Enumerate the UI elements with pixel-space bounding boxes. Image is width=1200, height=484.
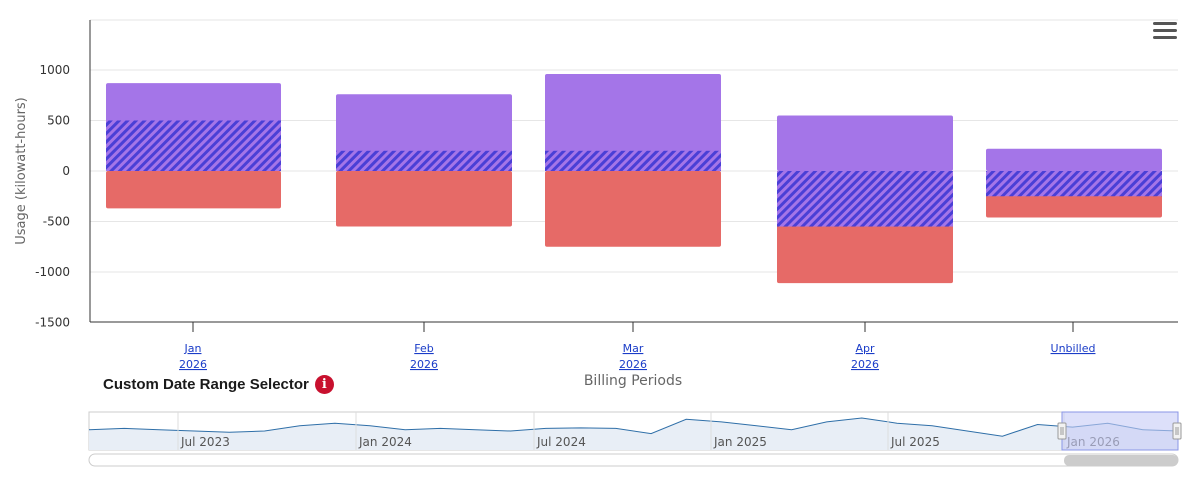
generation-bar[interactable] — [336, 171, 512, 227]
navigator-label: Jan 2025 — [713, 435, 767, 449]
custom-date-range-selector-title: Custom Date Range Selector — [103, 376, 309, 393]
y-tick-label: -500 — [43, 215, 70, 229]
generation-bar[interactable] — [106, 171, 281, 209]
navigator-label: Jul 2024 — [536, 435, 586, 449]
chart-menu-icon[interactable] — [1153, 22, 1177, 42]
net-usage-bar[interactable] — [545, 150, 721, 171]
navigator-handle[interactable] — [1057, 422, 1067, 440]
y-tick-label: 500 — [47, 114, 70, 128]
consumption-bar[interactable] — [545, 74, 721, 171]
y-axis-title: Usage (kilowatt-hours) — [14, 97, 29, 245]
x-tick-label-month[interactable]: Unbilled — [1051, 342, 1096, 355]
navigator-label: Jan 2024 — [358, 435, 412, 449]
navigator-selected-range[interactable] — [1061, 411, 1179, 451]
y-tick-label: 0 — [62, 164, 70, 178]
date-range-navigator[interactable]: Jul 2023 Jan 2024 Jul 2024 Jan 2025 Jul 2025… — [88, 411, 1182, 467]
x-axis-title: Billing Periods — [584, 373, 682, 389]
net-usage-bar[interactable] — [986, 171, 1162, 197]
x-tick-label-month[interactable]: Apr — [855, 342, 875, 355]
x-tick-label-year[interactable]: 2026 — [410, 358, 438, 371]
x-tick-label-year[interactable]: 2026 — [619, 358, 647, 371]
navigator-label: Jul 2025 — [890, 435, 940, 449]
y-tick-label: 1000 — [39, 63, 70, 77]
navigator-area — [89, 418, 1178, 450]
net-usage-bar[interactable] — [106, 120, 281, 172]
info-icon[interactable]: i — [314, 375, 334, 394]
bars — [106, 74, 1162, 284]
navigator-label: Jul 2023 — [180, 435, 230, 449]
y-tick-label: -1000 — [35, 265, 70, 279]
x-tick-label-month[interactable]: Mar — [623, 342, 644, 355]
custom-date-range-selector-header: Custom Date Range Selector i — [103, 375, 334, 394]
x-tick-label-month[interactable]: Jan — [184, 342, 202, 355]
net-usage-bar[interactable] — [336, 150, 512, 171]
net-usage-bar[interactable] — [777, 171, 953, 227]
navigator-scrollbar-thumb[interactable] — [1064, 455, 1178, 466]
x-tick-label-year[interactable]: 2026 — [851, 358, 879, 371]
navigator-scrollbar-track[interactable] — [88, 453, 1179, 467]
x-tick-label-year[interactable]: 2026 — [179, 358, 207, 371]
generation-bar[interactable] — [545, 171, 721, 247]
axes: 1000 500 0 -500 -1000 -1500 Jan 2026 Feb 2026 Mar 2… — [35, 20, 1178, 371]
y-tick-label: -1500 — [35, 316, 70, 330]
navigator-line — [88, 417, 1179, 437]
x-tick-label-month[interactable]: Feb — [414, 342, 433, 355]
consumption-bar[interactable] — [986, 148, 1162, 171]
consumption-bar[interactable] — [777, 115, 953, 171]
navigator-handle[interactable] — [1172, 422, 1182, 440]
